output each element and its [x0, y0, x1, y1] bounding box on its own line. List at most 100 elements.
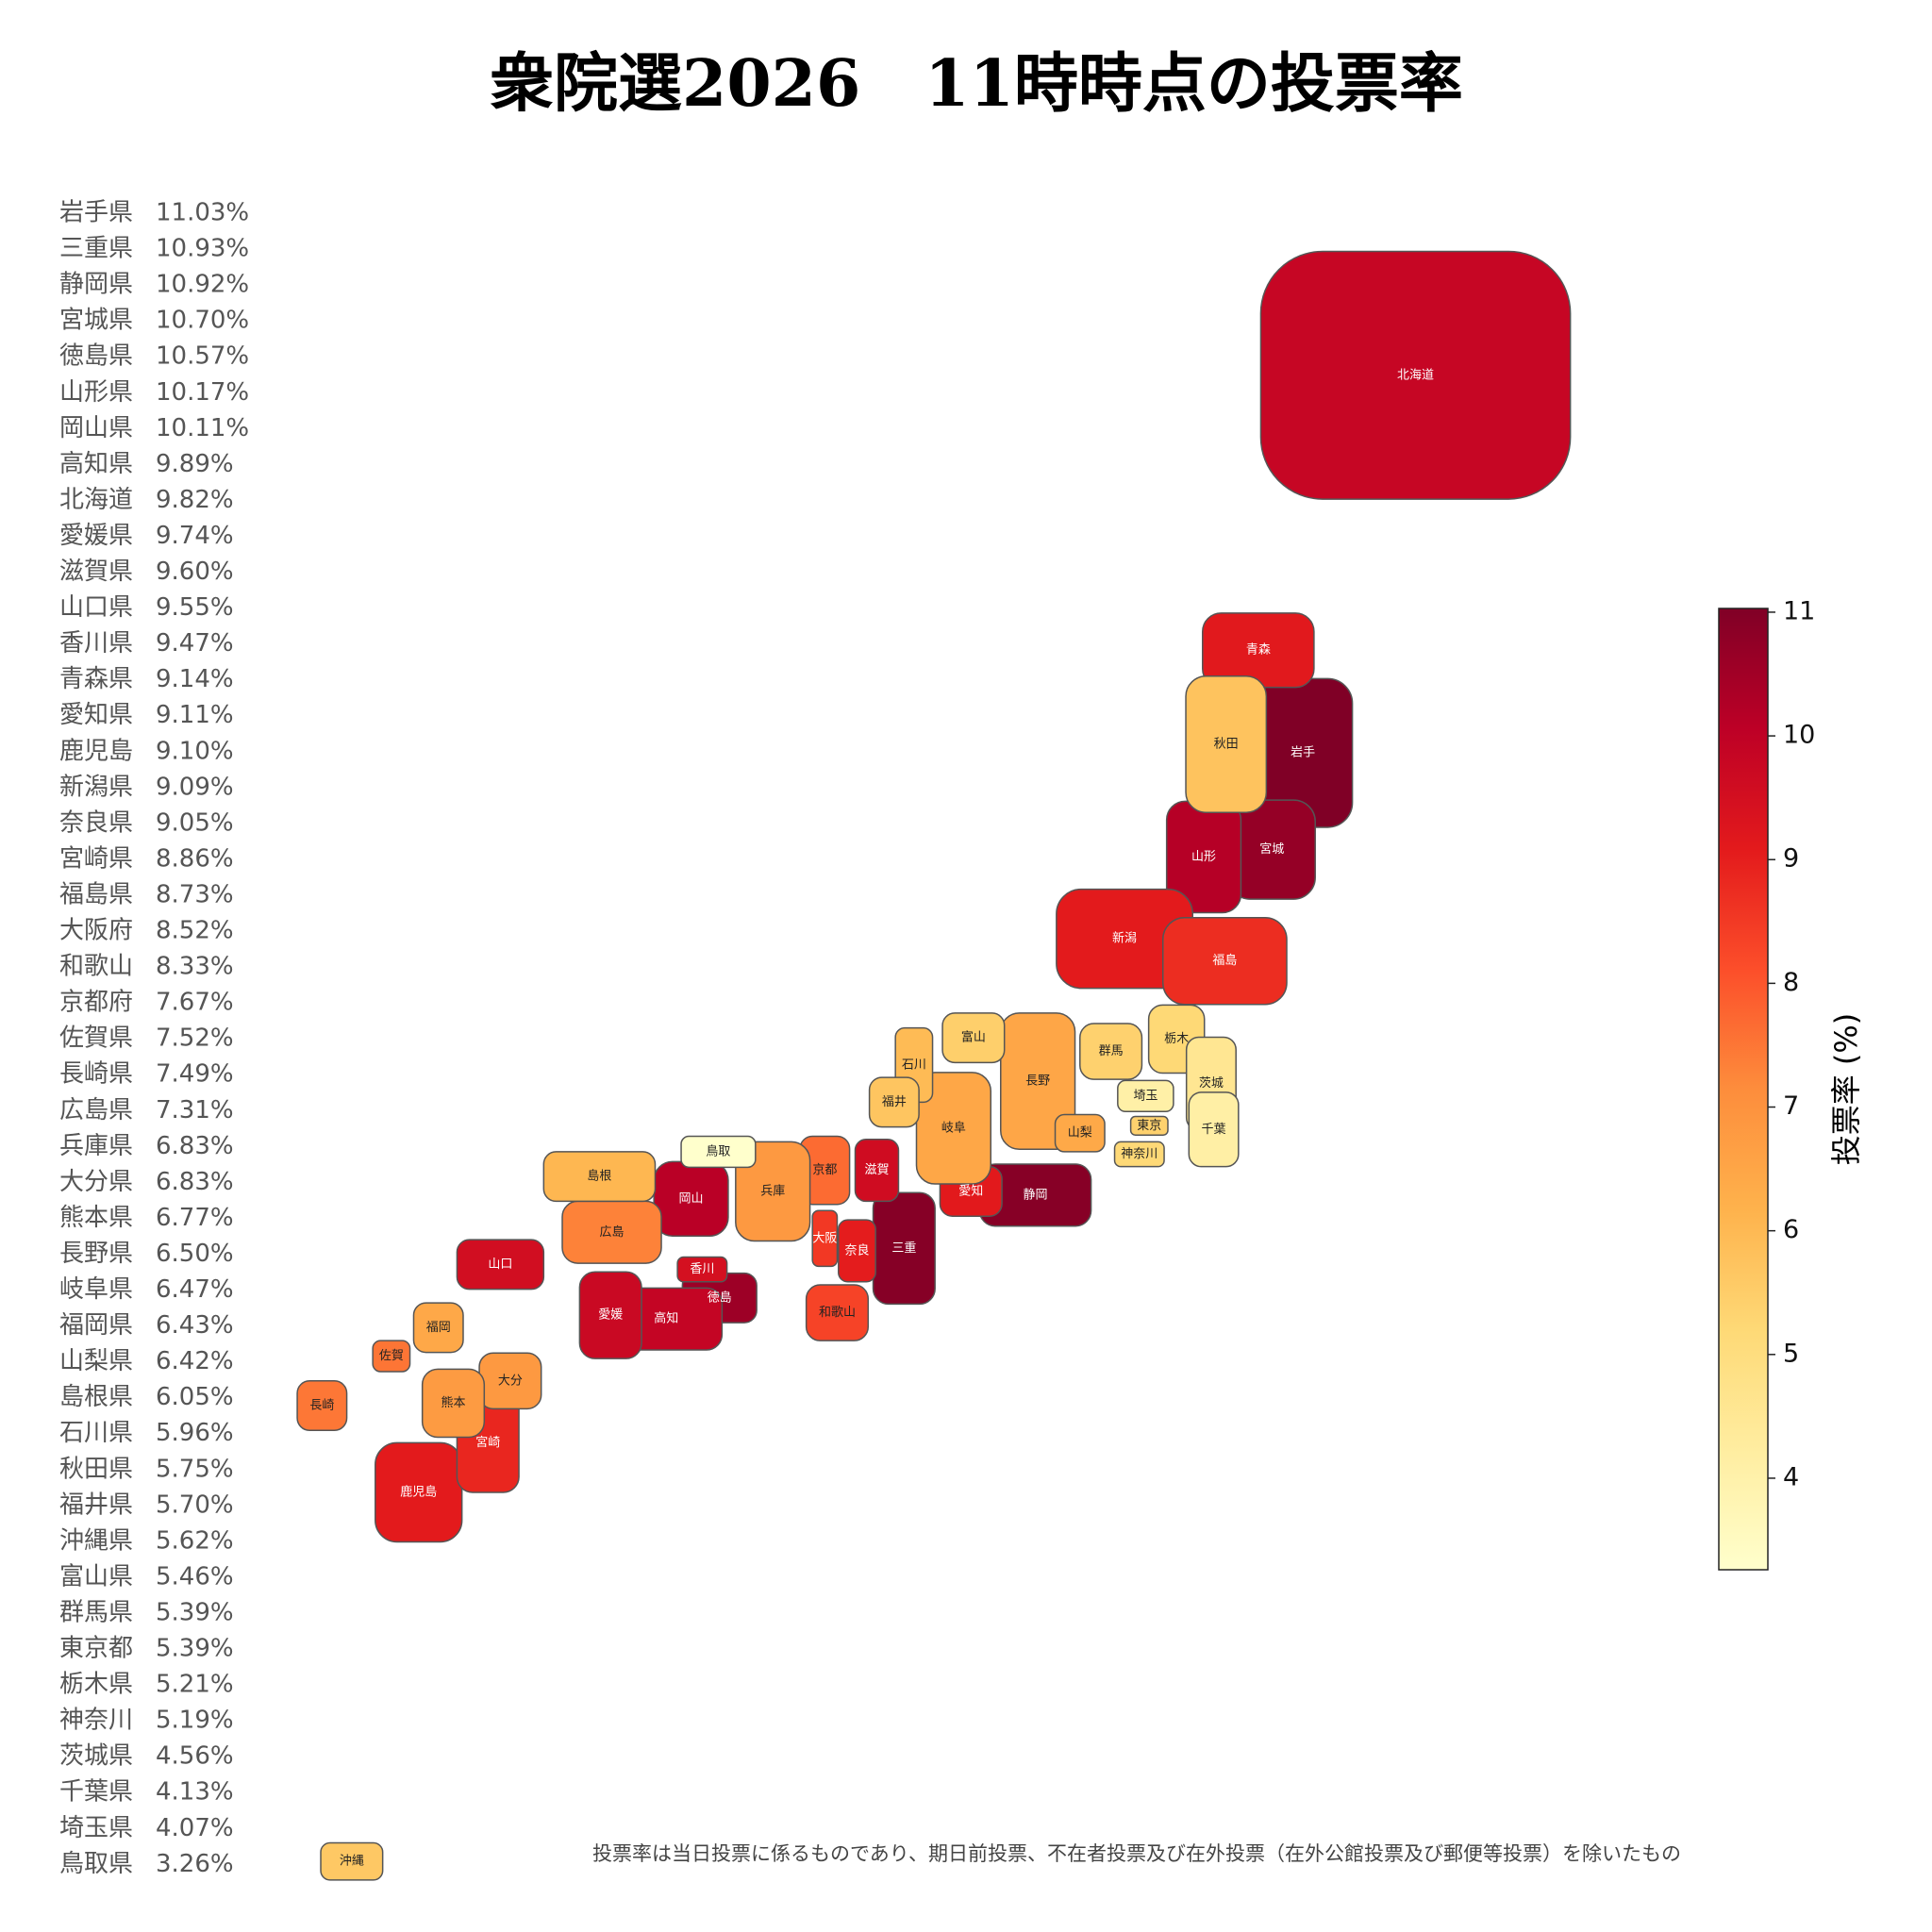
ranking-value: 7.67% [156, 989, 234, 1017]
prefecture-label: 沖縄 [340, 1855, 364, 1869]
ranking-name: 京都府 [59, 989, 133, 1017]
ranking-value: 6.43% [156, 1311, 234, 1340]
colorbar-tick-label: 6 [1783, 1215, 1799, 1244]
ranking-value: 3.26% [156, 1850, 234, 1878]
prefecture-label: 福岡 [426, 1321, 451, 1335]
ranking-value: 8.73% [156, 880, 234, 908]
ranking-value: 5.96% [156, 1419, 234, 1447]
prefecture-label: 東京 [1137, 1118, 1161, 1133]
prefecture-label: 秋田 [1214, 738, 1239, 752]
ranking-value: 6.83% [156, 1132, 234, 1160]
ranking-name: 徳島県 [59, 342, 133, 371]
prefecture-label: 群馬 [1099, 1044, 1124, 1058]
ranking-value: 4.07% [156, 1814, 234, 1842]
prefecture-label: 岡山 [679, 1191, 704, 1206]
ranking-value: 10.70% [156, 307, 249, 335]
prefecture-region [941, 1012, 1006, 1064]
colorbar-tick-label: 7 [1783, 1091, 1799, 1121]
prefecture-region [1188, 1091, 1240, 1168]
prefecture-region [1079, 1023, 1143, 1080]
prefecture-label: 大分 [498, 1374, 523, 1388]
prefecture-region [805, 1284, 870, 1341]
ranking-value: 4.13% [156, 1778, 234, 1807]
ranking-name: 奈良県 [59, 808, 133, 837]
ranking-value: 8.86% [156, 844, 234, 873]
ranking-value: 9.47% [156, 629, 234, 658]
prefecture-label: 福井 [882, 1095, 907, 1109]
prefecture-label: 長崎 [309, 1399, 334, 1413]
prefecture-region [1054, 1113, 1106, 1153]
prefecture-label: 山梨 [1068, 1126, 1092, 1141]
prefecture-label: 香川 [690, 1262, 714, 1276]
prefecture-label: 滋賀 [864, 1163, 889, 1177]
prefecture-label: 佐賀 [379, 1349, 404, 1363]
ranking-name: 岐阜県 [59, 1275, 133, 1304]
ranking-value: 10.57% [156, 342, 249, 371]
ranking-name: 広島県 [59, 1096, 133, 1124]
colorbar-bar [1718, 608, 1769, 1571]
ranking-name: 岩手県 [59, 199, 133, 227]
colorbar: 4 5 6 7 8 9 10 11 投票率 (%) [1718, 596, 1864, 1571]
ranking-name: 大分県 [59, 1168, 133, 1196]
prefecture-label: 千葉 [1202, 1123, 1226, 1137]
ranking-name: 鳥取県 [59, 1850, 133, 1878]
prefecture-label: 鹿児島 [400, 1484, 437, 1499]
prefecture-label: 北海道 [1397, 368, 1434, 382]
prefecture-label: 奈良 [844, 1242, 869, 1257]
ranking-value: 9.14% [156, 665, 234, 693]
prefecture-region [811, 1209, 839, 1268]
prefecture-region [412, 1302, 464, 1354]
prefecture-region [456, 1239, 545, 1291]
colorbar-tick-label: 11 [1783, 596, 1815, 625]
ranking-value: 6.50% [156, 1240, 234, 1268]
ranking-name: 島根県 [59, 1383, 133, 1411]
ranking-value: 9.74% [156, 522, 234, 550]
ranking-value: 6.42% [156, 1347, 234, 1375]
prefecture-label: 和歌山 [819, 1306, 856, 1320]
prefecture-label: 石川 [902, 1058, 926, 1073]
ranking-name: 鹿児島 [59, 737, 133, 765]
ranking-name: 愛媛県 [59, 522, 133, 550]
prefecture-label: 宮崎 [475, 1435, 500, 1450]
colorbar-tick-label: 5 [1783, 1339, 1799, 1368]
ranking-name: 福島県 [59, 880, 133, 908]
ranking-value: 9.09% [156, 773, 234, 801]
prefecture-label: 長野 [1025, 1074, 1050, 1089]
prefecture-label: 熊本 [441, 1395, 465, 1410]
ranking-name: 佐賀県 [59, 1024, 133, 1053]
prefecture-region [1129, 1115, 1169, 1136]
prefecture-region [1117, 1079, 1174, 1113]
prefecture-label: 岩手 [1291, 746, 1315, 760]
ranking-value: 7.52% [156, 1024, 234, 1053]
prefecture-label: 大阪 [812, 1231, 837, 1245]
prefecture-label: 埼玉 [1133, 1089, 1158, 1103]
prefecture-region [320, 1841, 384, 1881]
prefecture-region [915, 1072, 992, 1185]
ranking-name: 滋賀県 [59, 558, 133, 586]
ranking-value: 5.39% [156, 1598, 234, 1626]
ranking-name: 長野県 [59, 1240, 133, 1268]
prefecture-label: 栃木 [1164, 1032, 1189, 1046]
ranking-name: 静岡県 [59, 271, 133, 299]
prefecture-label: 愛媛 [598, 1308, 623, 1323]
prefecture-label: 高知 [654, 1311, 678, 1326]
prefecture-region [542, 1151, 657, 1203]
ranking-name: 埼玉県 [59, 1814, 133, 1842]
ranking-list: 岩手県 11.03% 三重県 10.93% 静岡県 10.92% 宮城県 10.70% 徳島県 1… [59, 199, 249, 1878]
prefecture-label: 山形 [1191, 850, 1216, 864]
prefecture-label: 静岡 [1024, 1188, 1048, 1202]
ranking-value: 4.56% [156, 1742, 234, 1771]
ranking-name: 三重県 [59, 235, 133, 263]
colorbar-tick-label: 8 [1783, 968, 1799, 997]
ranking-value: 9.60% [156, 558, 234, 586]
ranking-name: 大阪府 [59, 917, 133, 945]
ranking-value: 5.39% [156, 1635, 234, 1663]
ranking-value: 6.47% [156, 1275, 234, 1304]
prefecture-label: 広島 [600, 1225, 625, 1240]
ranking-name: 石川県 [59, 1419, 133, 1447]
ranking-value: 9.55% [156, 593, 234, 622]
prefecture-region [676, 1256, 728, 1283]
ranking-value: 9.10% [156, 737, 234, 765]
colorbar-tick-label: 4 [1783, 1462, 1799, 1491]
